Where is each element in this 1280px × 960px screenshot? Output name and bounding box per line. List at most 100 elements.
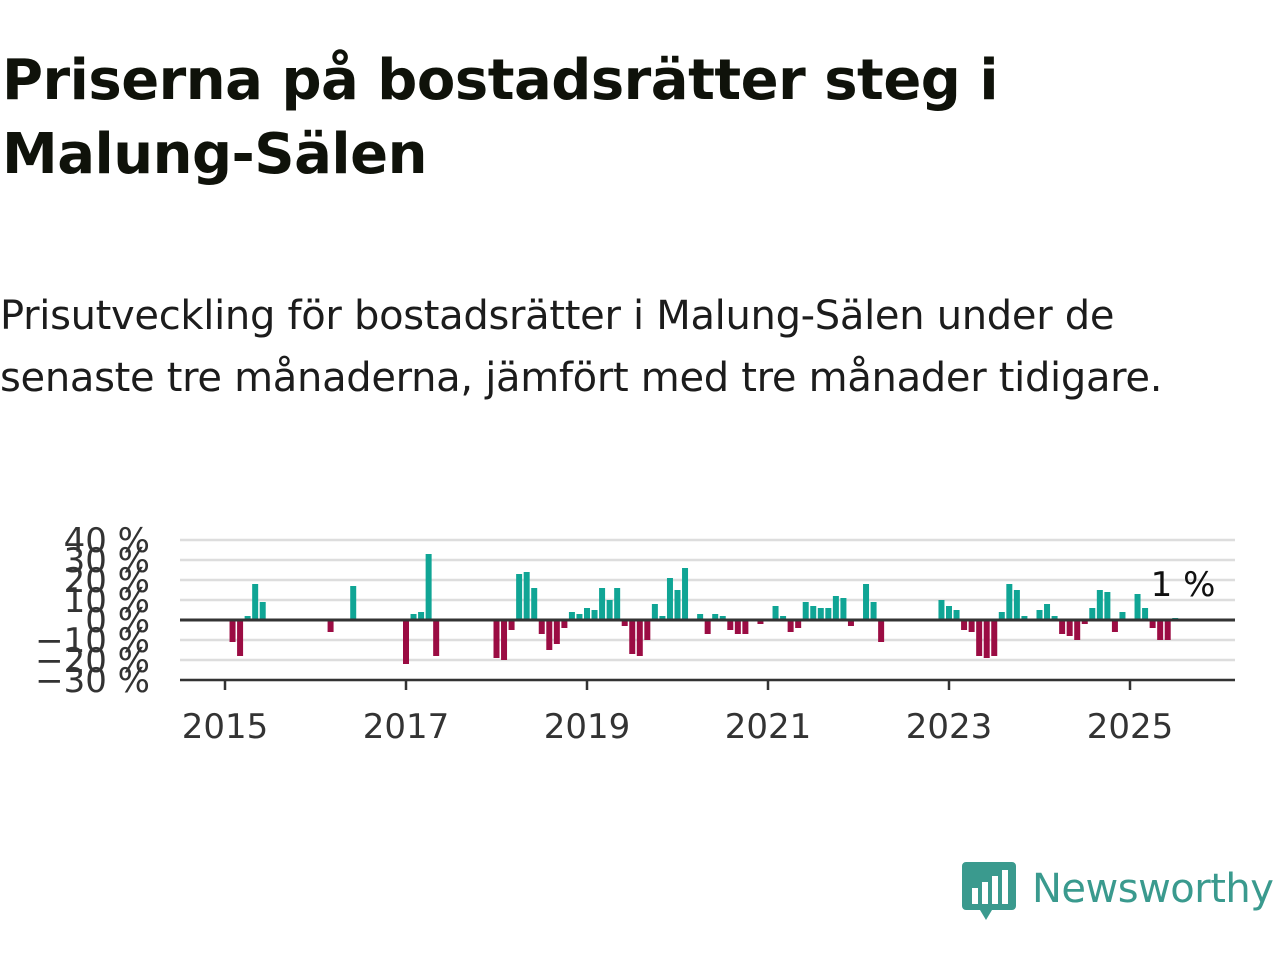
bar (1059, 620, 1066, 634)
bar (674, 590, 681, 620)
bar (840, 598, 847, 620)
bar (1157, 620, 1164, 640)
bar (644, 620, 651, 640)
bar (802, 602, 809, 620)
bar (863, 584, 870, 620)
bar (757, 620, 764, 624)
bar (425, 554, 432, 620)
chart-subtitle: Prisutveckling för bostadsrätter i Malun… (0, 293, 1163, 401)
bar (719, 616, 726, 620)
bar (538, 620, 545, 634)
x-tick-label: 2015 (182, 707, 269, 747)
bar (682, 568, 689, 620)
bar (847, 620, 854, 626)
last-value-label: 1 % (1151, 565, 1216, 605)
x-tick-label: 2021 (725, 707, 812, 747)
bar (938, 600, 945, 620)
bar (953, 610, 960, 620)
y-tick-label: 30 % (64, 541, 150, 581)
bar (983, 620, 990, 658)
bar (968, 620, 975, 632)
bar (825, 608, 832, 620)
bar (1051, 616, 1058, 620)
bar (1142, 608, 1149, 620)
x-tick-label: 2025 (1087, 707, 1174, 747)
bar (1013, 590, 1020, 620)
bar (327, 620, 334, 632)
bar (742, 620, 749, 634)
bar (810, 606, 817, 620)
bar (1134, 594, 1141, 620)
y-tick-label: 10 % (64, 581, 150, 621)
y-tick-label: 20 % (64, 561, 150, 601)
bar (531, 588, 538, 620)
bar (659, 616, 666, 620)
newsworthy-bar-chart-icon (962, 862, 1016, 920)
bar (1066, 620, 1073, 636)
bar (561, 620, 568, 628)
x-tick-label: 2019 (544, 707, 631, 747)
bar (621, 620, 628, 626)
bar (946, 606, 952, 620)
bar (523, 572, 530, 620)
bar (516, 574, 523, 620)
bar (878, 620, 885, 642)
bar (410, 614, 417, 620)
bar (244, 616, 251, 620)
bar (553, 620, 560, 644)
bar (229, 620, 236, 642)
bar (501, 620, 508, 660)
bar (237, 620, 244, 656)
bar (1021, 616, 1028, 620)
bar (1089, 608, 1096, 620)
bar (584, 608, 590, 620)
bar (1081, 620, 1088, 624)
bar (772, 606, 779, 620)
bar (1006, 584, 1013, 620)
bar (795, 620, 802, 628)
bar (1164, 620, 1171, 640)
y-tick-label: 0 % (85, 601, 150, 641)
y-tick-label: −20 % (35, 641, 150, 681)
bar-chart: 40 %30 %20 %10 %0 %−10 %−20 %−30 % 2015 2… (35, 521, 1235, 747)
bar (606, 600, 613, 620)
bar (704, 620, 711, 634)
bar (403, 620, 409, 664)
page-title: Priserna på bostadsrätter steg i Malung-… (2, 48, 999, 187)
bar (1096, 590, 1103, 620)
bar (508, 620, 515, 630)
bar (418, 612, 425, 620)
bar (976, 620, 983, 656)
bar (568, 612, 575, 620)
bar (252, 584, 259, 620)
bar (1111, 620, 1118, 632)
bar (998, 612, 1005, 620)
bar (787, 620, 794, 632)
bar (1149, 620, 1156, 628)
newsworthy-logo: Newsworthy (962, 862, 1274, 928)
bar (1119, 612, 1126, 620)
bar (350, 586, 357, 620)
x-tick-label: 2017 (363, 707, 450, 747)
bar (1074, 620, 1081, 640)
bar (961, 620, 968, 630)
y-tick-label: 40 % (64, 521, 150, 561)
brand-name: Newsworthy (1032, 866, 1274, 912)
bar (991, 620, 998, 656)
bar (546, 620, 553, 650)
bar (734, 620, 741, 634)
gridlines (180, 538, 1235, 682)
bar (780, 616, 787, 620)
bar (1036, 610, 1043, 620)
bar (614, 588, 621, 620)
bar (1104, 592, 1111, 620)
bar (697, 614, 704, 620)
bar (629, 620, 636, 654)
bar (599, 588, 606, 620)
bars (229, 554, 1179, 664)
bar (651, 604, 658, 620)
y-tick-label: −10 % (35, 621, 150, 661)
y-tick-label: −30 % (35, 661, 150, 701)
bar (832, 596, 839, 620)
bar (817, 608, 824, 620)
